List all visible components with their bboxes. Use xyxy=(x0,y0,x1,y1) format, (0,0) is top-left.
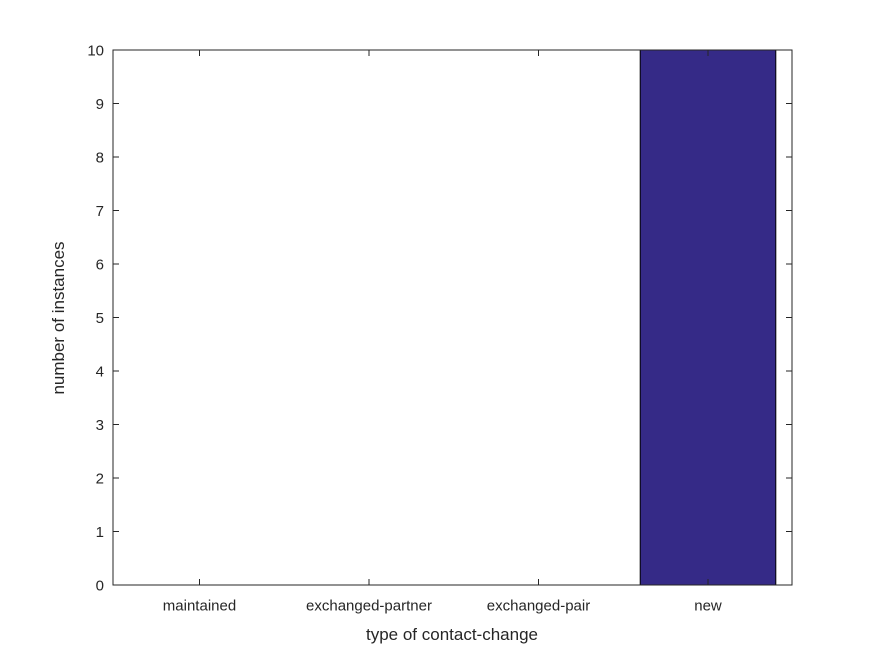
y-axis-label: number of instances xyxy=(49,241,68,394)
y-tick-label: 9 xyxy=(96,96,104,113)
y-tick-label: 8 xyxy=(96,149,104,166)
x-axis-label: type of contact-change xyxy=(366,625,538,644)
y-tick-label: 10 xyxy=(87,42,104,59)
y-tick-label: 0 xyxy=(96,577,104,594)
y-tick-label: 5 xyxy=(96,310,104,327)
y-tick-label: 2 xyxy=(96,470,104,487)
y-tick-label: 3 xyxy=(96,417,104,434)
x-tick-label: exchanged-pair xyxy=(487,598,590,615)
y-tick-label: 7 xyxy=(96,203,104,220)
y-tick-label: 1 xyxy=(96,524,104,541)
x-tick-label: new xyxy=(694,598,722,615)
plot-area: maintained exchanged-partner exchanged-pai… xyxy=(87,42,793,615)
y-tick-label: 4 xyxy=(96,363,104,380)
y-tick-label: 6 xyxy=(96,256,104,273)
x-tick-label: exchanged-partner xyxy=(306,598,432,615)
bar-new xyxy=(639,49,777,586)
x-tick-label: maintained xyxy=(163,598,236,615)
